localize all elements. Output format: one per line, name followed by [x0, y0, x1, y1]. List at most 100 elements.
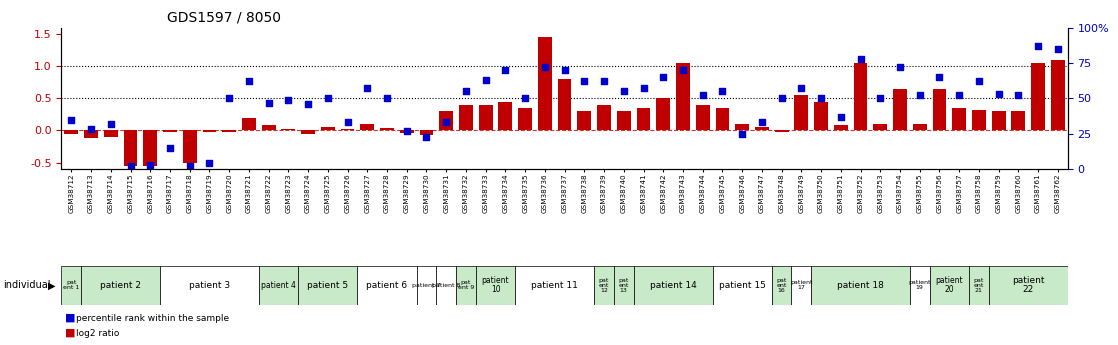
Bar: [695, 105, 710, 130]
Text: pat
ent 1: pat ent 1: [64, 280, 79, 290]
Bar: [341, 129, 354, 130]
Bar: [953, 108, 966, 130]
Text: log2 ratio: log2 ratio: [76, 329, 120, 338]
Point: [339, 120, 357, 125]
Bar: [912, 124, 927, 130]
Bar: [969, 266, 988, 305]
Bar: [459, 105, 473, 130]
Bar: [202, 130, 217, 132]
Bar: [755, 127, 769, 130]
Bar: [538, 37, 552, 130]
Point: [793, 86, 811, 91]
Text: pat
ent
21: pat ent 21: [974, 278, 984, 293]
Point: [319, 96, 337, 101]
Point: [82, 127, 100, 132]
Point: [615, 88, 633, 94]
Point: [536, 65, 553, 70]
Point: [576, 79, 594, 84]
Text: ■: ■: [65, 313, 75, 323]
Point: [635, 86, 653, 91]
Point: [161, 145, 179, 150]
Point: [989, 91, 1007, 97]
Point: [359, 86, 377, 91]
Bar: [929, 266, 969, 305]
Text: percentile rank within the sample: percentile rank within the sample: [76, 314, 229, 323]
Bar: [594, 266, 614, 305]
Point: [220, 96, 238, 101]
Point: [733, 131, 751, 136]
Point: [280, 97, 297, 102]
Bar: [160, 266, 258, 305]
Bar: [932, 89, 946, 130]
Bar: [614, 266, 634, 305]
Bar: [321, 127, 334, 130]
Bar: [417, 266, 436, 305]
Point: [713, 88, 731, 94]
Text: ▶: ▶: [48, 280, 56, 290]
Text: pat
ent
12: pat ent 12: [599, 278, 609, 293]
Point: [674, 67, 692, 73]
Point: [773, 96, 790, 101]
Point: [398, 128, 416, 134]
Text: patient
22: patient 22: [1012, 276, 1044, 295]
Point: [240, 79, 258, 84]
Bar: [104, 130, 117, 137]
Bar: [972, 110, 986, 130]
Bar: [812, 266, 910, 305]
Point: [200, 161, 218, 166]
Bar: [358, 266, 417, 305]
Point: [457, 88, 475, 94]
Bar: [736, 124, 749, 130]
Bar: [282, 129, 295, 130]
Bar: [577, 111, 591, 130]
Bar: [795, 95, 808, 130]
Point: [1010, 93, 1027, 98]
Bar: [834, 125, 847, 130]
Text: patient 2: patient 2: [101, 281, 141, 290]
Point: [930, 75, 948, 80]
Text: patient
17: patient 17: [790, 280, 813, 290]
Point: [595, 79, 613, 84]
Text: ■: ■: [65, 328, 75, 338]
Point: [476, 77, 494, 83]
Text: individual: individual: [3, 280, 50, 290]
Bar: [716, 108, 729, 130]
Point: [63, 117, 80, 122]
Point: [891, 65, 909, 70]
Bar: [380, 128, 394, 130]
Bar: [1012, 111, 1025, 130]
Point: [122, 164, 140, 169]
Bar: [400, 130, 414, 133]
Bar: [499, 101, 512, 130]
Text: patient
10: patient 10: [482, 276, 510, 295]
Text: patient 6: patient 6: [367, 281, 408, 290]
Point: [437, 120, 455, 125]
Text: patient 7: patient 7: [413, 283, 440, 288]
Bar: [419, 130, 434, 135]
Bar: [597, 105, 610, 130]
Bar: [456, 266, 476, 305]
Point: [417, 134, 435, 139]
Point: [752, 120, 770, 125]
Bar: [873, 124, 888, 130]
Bar: [241, 118, 256, 130]
Text: pat
ent 9: pat ent 9: [457, 280, 474, 290]
Bar: [183, 130, 197, 162]
Bar: [893, 89, 907, 130]
Bar: [988, 266, 1068, 305]
Text: patient 14: patient 14: [650, 281, 697, 290]
Point: [852, 56, 870, 61]
Text: patient 3: patient 3: [189, 281, 230, 290]
Text: pat
ent
16: pat ent 16: [776, 278, 787, 293]
Point: [654, 75, 672, 80]
Bar: [1031, 63, 1045, 130]
Point: [141, 162, 159, 168]
Bar: [82, 266, 160, 305]
Text: patient 11: patient 11: [531, 281, 578, 290]
Point: [694, 93, 712, 98]
Point: [970, 79, 988, 84]
Bar: [439, 111, 453, 130]
Bar: [676, 63, 690, 130]
Bar: [775, 130, 788, 132]
Bar: [299, 266, 358, 305]
